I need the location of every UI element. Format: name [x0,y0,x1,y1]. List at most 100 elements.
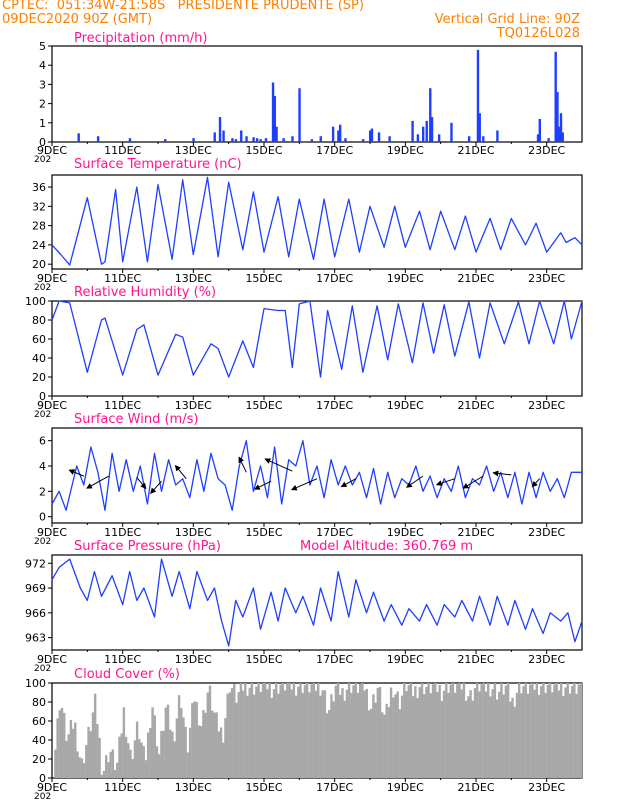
cloud-bar [447,692,450,778]
x-tick-label: 17DEC [316,781,353,794]
cloud-bar [418,687,421,778]
cloud-bar [138,739,141,778]
y-tick-label: 60 [32,333,46,346]
cloud-bar [376,688,380,778]
cloud-bar [166,704,170,778]
wind-arrow [290,478,318,491]
cloud-bar [164,707,168,778]
cloud-bar [317,683,320,778]
cloud-bar [341,688,344,778]
precip-bar [338,124,342,142]
cloud-bar [299,683,302,778]
cloud-bar [358,683,362,778]
x-tick-label: 9DEC [37,526,67,539]
precip-bar [559,113,563,142]
cloud-bar [537,694,541,778]
cloud-bar [511,697,514,778]
x-tick-label: 13DEC [175,144,212,157]
cloud-bar [339,694,342,778]
cloud-bar [158,754,161,778]
y-tick-label: 6 [39,435,46,448]
year-stub: 202 [34,792,51,800]
cloud-bar [480,684,483,778]
x-tick-label: 19DEC [387,399,424,412]
precip-bar [547,138,550,142]
cloud-bar [551,692,554,778]
cloud-bar [76,751,79,778]
precip-bar [377,132,381,142]
cloud-bar [275,683,278,778]
precip-bar [310,139,314,142]
cloud-bar [469,690,472,778]
cloud-bar [403,683,406,778]
cloud-bar [65,740,68,778]
cloud-bar [544,692,547,778]
y-tick-label: 32 [32,200,46,213]
cloud-bar [188,727,192,778]
y-tick-label: 80 [32,696,46,709]
x-tick-label: 13DEC [175,526,212,539]
cloud-bar [562,696,565,778]
cloud-bar [416,698,419,778]
cloud-bar [144,760,148,778]
precip-bar [264,138,268,142]
panel-title: Surface Pressure (hPa) [74,539,221,554]
cloud-bar [301,692,304,778]
precip-bar [422,126,425,142]
cloud-bar [476,683,479,778]
cloud-bar [515,692,519,778]
x-tick-label: 9DEC [37,653,67,666]
precip-bar [222,130,225,142]
cloud-bar [294,695,298,778]
cloud-bar [495,699,499,778]
cloud-bar [451,683,455,778]
cloud-bar [124,736,128,778]
cloud-bar [438,684,441,778]
cloud-bar [116,762,119,778]
wind-arrow [253,480,272,490]
cloud-bar [219,727,223,778]
cloud-bar [564,687,567,778]
cloud-bar [310,684,313,778]
cloud-bar [208,685,212,778]
y-tick-label: 100 [25,677,46,690]
cloud-bar [180,707,183,778]
cloud-bar [206,692,209,778]
wind-arrow [238,456,247,473]
y-tick-label: 963 [25,632,46,645]
x-tick-label: 21DEC [457,272,494,285]
cloud-bar [356,692,360,778]
press-line [51,558,583,647]
cloud-bar [381,712,384,778]
x-tick-label: 21DEC [457,653,494,666]
cloud-bar [579,683,583,778]
cloud-bar [319,695,322,778]
y-tick-label: 2 [39,98,46,111]
x-tick-label: 21DEC [457,399,494,412]
x-tick-label: 23DEC [528,144,565,157]
y-tick-label: 4 [39,59,46,72]
precip-bar [337,130,340,142]
cloud-bar [522,686,525,778]
precip-bar [259,139,262,142]
cloud-bar [453,692,457,778]
cloud-bar [500,683,503,778]
cloud-bar [312,683,315,778]
x-tick-label: 15DEC [245,526,282,539]
cloud-bar [297,686,300,778]
cloud-bar [383,714,386,778]
cloud-bar [224,718,227,778]
precip-bar [331,126,335,142]
x-tick-label: 11DEC [104,399,141,412]
cloud-bar [186,752,190,778]
precip-bar [467,136,471,142]
cloud-bar [169,729,172,778]
cloud-bar [63,712,66,778]
cloud-bar [261,683,265,778]
cloud-bar [387,707,391,778]
cloud-bar [87,726,90,778]
precip-bar [416,134,420,142]
panel-frame [51,427,583,524]
cloud-bar [506,683,510,778]
cloud-bar [283,690,287,778]
